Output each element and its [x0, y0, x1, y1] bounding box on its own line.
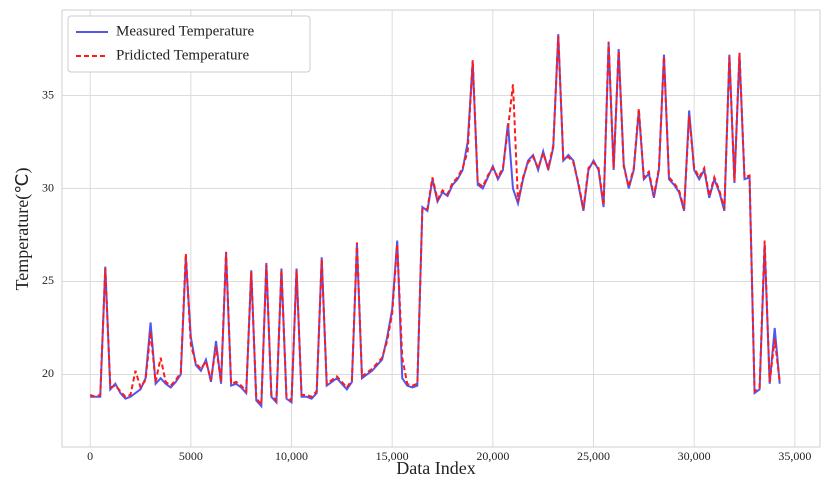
x-tick-label: 5000 — [179, 449, 203, 463]
legend-label: Pridicted Temperature — [116, 47, 250, 63]
legend-label: Measured Temperature — [116, 23, 255, 39]
y-tick-label: 35 — [42, 87, 54, 101]
x-tick-label: 30,000 — [678, 449, 711, 463]
x-tick-label: 10,000 — [275, 449, 308, 463]
y-tick-label: 20 — [42, 366, 54, 380]
data-line — [90, 34, 781, 409]
data-line — [89, 35, 781, 407]
y-axis-label: Temperature(℃) — [12, 168, 33, 291]
y-tick-label: 30 — [42, 180, 54, 194]
x-axis-label: Data Index — [396, 458, 475, 478]
y-tick-label: 25 — [42, 273, 54, 287]
x-tick-label: 20,000 — [476, 449, 509, 463]
x-tick-label: 0 — [87, 449, 93, 463]
x-tick-label: 35,000 — [778, 449, 811, 463]
plot-frame — [61, 9, 821, 448]
x-tick-label: 25,000 — [577, 449, 610, 463]
x-tick-label: 15,000 — [376, 449, 409, 463]
legend-box — [67, 15, 311, 73]
